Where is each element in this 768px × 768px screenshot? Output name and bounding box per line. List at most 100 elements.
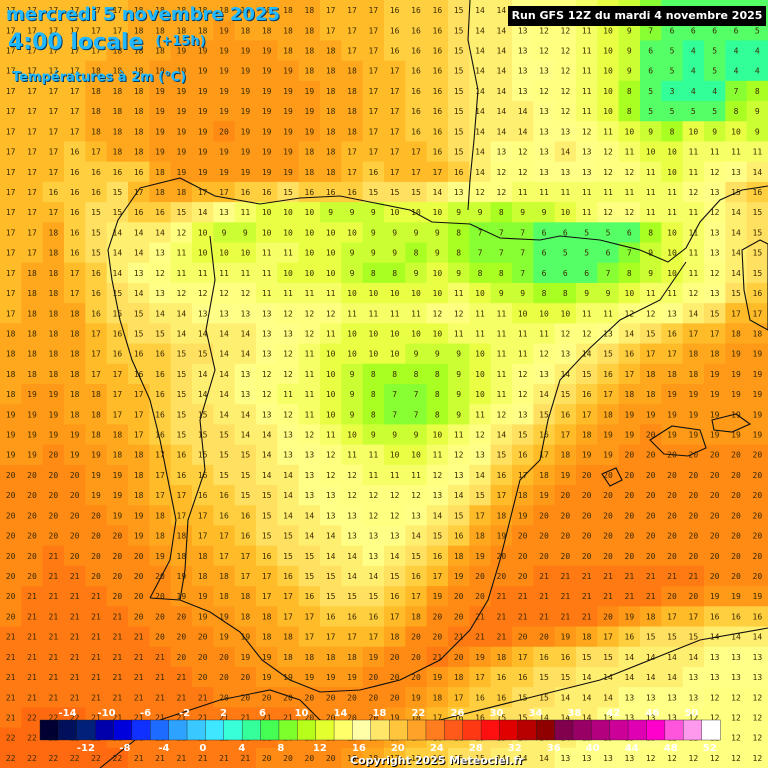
temperature-value: 11 bbox=[561, 188, 571, 197]
temperature-cell bbox=[405, 181, 428, 203]
temperature-value: 11 bbox=[305, 350, 315, 359]
temperature-cell bbox=[490, 424, 513, 446]
temperature-value: 19 bbox=[70, 451, 80, 460]
temperature-value: 21 bbox=[91, 592, 101, 601]
temperature-value: 8 bbox=[627, 107, 632, 116]
temperature-value: 10 bbox=[518, 309, 528, 318]
temperature-cell bbox=[725, 727, 748, 749]
temperature-value: 11 bbox=[582, 107, 592, 116]
temperature-value: 18 bbox=[305, 67, 315, 76]
temperature-cell bbox=[149, 60, 172, 82]
temperature-value: 17 bbox=[70, 6, 80, 15]
temperature-value: 15 bbox=[198, 410, 208, 419]
temperature-cell bbox=[149, 202, 172, 223]
temperature-cell bbox=[362, 747, 385, 768]
temperature-value: 22 bbox=[27, 754, 37, 763]
temperature-cell bbox=[234, 363, 257, 385]
temperature-cell bbox=[384, 161, 406, 183]
temperature-cell bbox=[277, 485, 300, 506]
temperature-cell bbox=[554, 646, 577, 668]
temperature-value: 19 bbox=[177, 87, 187, 96]
temperature-value: 12 bbox=[497, 168, 507, 177]
temperature-cell bbox=[149, 161, 172, 183]
temperature-cell bbox=[170, 464, 193, 486]
temperature-cell bbox=[21, 60, 44, 82]
temperature-cell bbox=[448, 141, 470, 163]
temperature-value: 18 bbox=[155, 511, 165, 520]
temperature-value: 18 bbox=[198, 572, 208, 581]
temperature-cell bbox=[512, 363, 534, 385]
temperature-value: 9 bbox=[648, 127, 653, 136]
temperature-cell bbox=[469, 202, 492, 223]
temperature-cell bbox=[234, 505, 257, 527]
temperature-cell bbox=[554, 545, 577, 567]
temperature-value: 19 bbox=[6, 451, 16, 460]
temperature-cell bbox=[85, 424, 108, 446]
temperature-value: 18 bbox=[347, 67, 357, 76]
temperature-cell bbox=[21, 242, 44, 264]
temperature-value: 17 bbox=[326, 633, 336, 642]
temperature-cell bbox=[640, 525, 662, 547]
temperature-value: 8 bbox=[627, 269, 632, 278]
temperature-value: 21 bbox=[27, 633, 37, 642]
temperature-cell bbox=[213, 40, 236, 62]
temperature-cell bbox=[21, 363, 44, 385]
legend-swatch bbox=[297, 719, 317, 741]
temperature-cell bbox=[21, 586, 44, 607]
temperature-value: 16 bbox=[241, 188, 251, 197]
temperature-cell bbox=[298, 444, 321, 466]
temperature-value: 20 bbox=[454, 612, 464, 621]
temperature-cell bbox=[362, 101, 385, 122]
temperature-cell bbox=[213, 485, 236, 506]
temperature-value: 16 bbox=[518, 451, 528, 460]
legend-swatch bbox=[627, 719, 648, 741]
temperature-cell bbox=[213, 606, 236, 628]
temperature-cell bbox=[469, 384, 492, 405]
temperature-cell bbox=[746, 404, 768, 426]
temperature-value: 20 bbox=[603, 532, 613, 541]
temperature-value: 18 bbox=[134, 451, 144, 460]
temperature-value: 17 bbox=[262, 592, 272, 601]
temperature-cell bbox=[618, 242, 641, 264]
temperature-value: 20 bbox=[625, 532, 635, 541]
temperature-value: 16 bbox=[497, 673, 507, 682]
temperature-cell bbox=[640, 545, 662, 567]
temperature-value: 11 bbox=[603, 188, 613, 197]
temperature-cell bbox=[298, 161, 321, 183]
temperature-cell bbox=[746, 646, 768, 668]
temperature-value: 18 bbox=[454, 673, 464, 682]
temperature-cell bbox=[341, 606, 364, 628]
temperature-value: 19 bbox=[113, 491, 123, 500]
temperature-value: 14 bbox=[475, 67, 485, 76]
temperature-cell bbox=[618, 222, 641, 244]
temperature-value: 16 bbox=[155, 208, 165, 217]
temperature-value: 19 bbox=[113, 511, 123, 520]
temperature-cell bbox=[405, 586, 428, 607]
temperature-value: 13 bbox=[518, 67, 528, 76]
temperature-value: 18 bbox=[241, 612, 251, 621]
temperature-value: 14 bbox=[198, 208, 208, 217]
temperature-value: 14 bbox=[433, 188, 443, 197]
temperature-value: 7 bbox=[392, 390, 397, 399]
temperature-cell bbox=[362, 404, 385, 426]
temperature-value: 18 bbox=[155, 168, 165, 177]
temperature-value: 20 bbox=[454, 592, 464, 601]
temperature-cell bbox=[384, 545, 406, 567]
temperature-cell bbox=[277, 20, 300, 42]
temperature-value: 15 bbox=[646, 329, 656, 338]
temperature-value: 19 bbox=[219, 148, 229, 157]
legend-label-bottom: 28 bbox=[469, 743, 483, 754]
temperature-value: 17 bbox=[710, 329, 720, 338]
temperature-value: 19 bbox=[305, 87, 315, 96]
temperature-cell bbox=[512, 181, 534, 203]
iberia-east-coast bbox=[399, 261, 687, 681]
temperature-cell bbox=[277, 141, 300, 163]
temperature-value: 14 bbox=[731, 249, 741, 258]
temperature-cell bbox=[298, 606, 321, 628]
temperature-cell bbox=[512, 505, 534, 527]
temperature-cell bbox=[384, 464, 406, 486]
temperature-cell bbox=[469, 40, 492, 62]
temperature-cell bbox=[576, 262, 598, 284]
temperature-value: 15 bbox=[518, 693, 528, 702]
temperature-cell bbox=[704, 505, 726, 527]
